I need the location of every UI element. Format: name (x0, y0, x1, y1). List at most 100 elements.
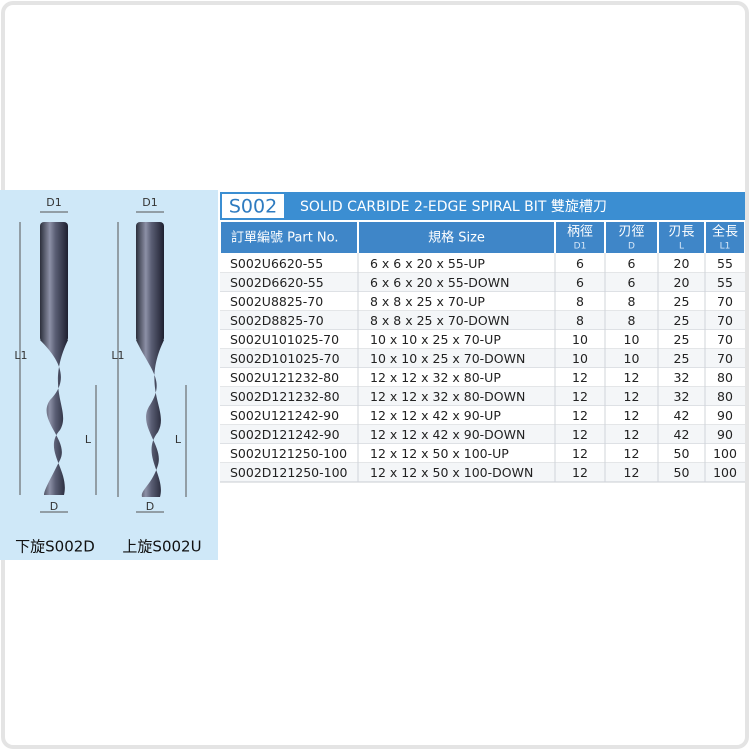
dim-label: L (85, 433, 92, 446)
cell: 12 (572, 389, 588, 404)
drill-left (40, 222, 68, 495)
cell: S002D8825-70 (230, 313, 324, 328)
title: SOLID CARBIDE 2-EDGE SPIRAL BIT 雙旋槽刀 (300, 199, 607, 215)
header-sub: D (628, 242, 635, 252)
cell: 70 (717, 313, 733, 328)
cell: S002U6620-55 (230, 256, 323, 271)
cell: 10 (572, 332, 588, 347)
cell: 100 (713, 446, 737, 461)
header-label: 規格 Size (428, 230, 485, 246)
cell: 12 (572, 370, 588, 385)
cell: 8 (576, 294, 584, 309)
header-cell (359, 222, 554, 253)
cell: 12 (624, 446, 640, 461)
header-label: 柄徑 (567, 225, 593, 240)
header-label: 全長 (712, 224, 738, 240)
cell: 12 x 12 x 50 x 100-DOWN (370, 465, 533, 480)
dimension-lines (19, 211, 187, 513)
cell: 90 (717, 427, 733, 442)
cell: 32 (674, 370, 690, 385)
row-bg (220, 406, 745, 425)
cell: 12 (624, 427, 640, 442)
cell: 12 x 12 x 50 x 100-UP (370, 446, 509, 461)
dim-label: D1 (46, 196, 61, 209)
code: S002 (229, 196, 277, 218)
cell: 12 (624, 465, 640, 480)
cell: S002U121232-80 (230, 370, 339, 385)
cell: 42 (674, 427, 690, 442)
dim-label: D1 (142, 196, 157, 209)
figure-panel (0, 190, 218, 560)
cell: 8 (628, 294, 636, 309)
cell: 25 (674, 351, 690, 366)
row-bg (220, 425, 745, 444)
cell: S002U8825-70 (230, 294, 323, 309)
cell: 12 x 12 x 32 x 80-DOWN (370, 389, 525, 404)
cell: S002D121250-100 (230, 465, 348, 480)
code-box (222, 194, 284, 218)
cell: 12 (572, 465, 588, 480)
cell: 32 (674, 389, 690, 404)
cell: 12 (572, 427, 588, 442)
cell: 70 (717, 294, 733, 309)
cell: 12 x 12 x 32 x 80-UP (370, 370, 501, 385)
row-bg (220, 387, 745, 406)
cell: 6 (576, 256, 584, 271)
cell: S002U101025-70 (230, 332, 339, 347)
cell: 10 (572, 351, 588, 366)
title-bar (220, 192, 745, 220)
row-bg (220, 444, 745, 463)
header-cell (221, 222, 357, 253)
cell: 12 x 12 x 42 x 90-DOWN (370, 427, 525, 442)
cell: 12 (624, 389, 640, 404)
cell: 80 (717, 370, 733, 385)
cell: 12 (572, 408, 588, 423)
caption: 上旋S002U (122, 538, 201, 556)
cell: 12 (624, 370, 640, 385)
cell: 90 (717, 408, 733, 423)
row-bg (220, 330, 745, 349)
cell: 25 (674, 332, 690, 347)
row-bg (220, 273, 745, 292)
header-label: 訂單編號 Part No. (231, 230, 339, 246)
header-sub: D1 (574, 242, 587, 252)
dim-label: L1 (14, 349, 27, 362)
row-bg (220, 254, 745, 273)
cell: 50 (674, 446, 690, 461)
cell: 12 x 12 x 42 x 90-UP (370, 408, 501, 423)
cell: S002D121232-80 (230, 389, 340, 404)
cell: 25 (674, 294, 690, 309)
row-bg (220, 463, 745, 482)
cell: 10 x 10 x 25 x 70-DOWN (370, 351, 525, 366)
cell: 10 (624, 332, 640, 347)
cell: 50 (674, 465, 690, 480)
cell: 12 (572, 446, 588, 461)
table: 訂單編號 Part No. 規格 Size 柄徑 D1 刃徑 D 刃長 L 全長 L1 S002U6… (220, 222, 745, 483)
cell: S002D101025-70 (230, 351, 340, 366)
dim-label: D (50, 500, 58, 513)
cell: 12 (624, 408, 640, 423)
cell: S002D121242-90 (230, 427, 340, 442)
cell: 6 (628, 256, 636, 271)
header-cell (606, 222, 657, 253)
cell: 100 (713, 465, 737, 480)
row-bg (220, 292, 745, 311)
row-bg (220, 368, 745, 387)
header-cell (706, 222, 744, 253)
dim-label: L1 (111, 349, 124, 362)
cell: 6 x 6 x 20 x 55-DOWN (370, 275, 509, 290)
cell: S002U121250-100 (230, 446, 347, 461)
header-cell (659, 222, 704, 253)
cell: 10 x 10 x 25 x 70-UP (370, 332, 501, 347)
dim-label: D (146, 500, 154, 513)
header-label: 刃徑 (618, 225, 644, 240)
drill-right (136, 222, 164, 497)
cell: 20 (674, 256, 690, 271)
cell: 70 (717, 332, 733, 347)
cell: 6 (628, 275, 636, 290)
cell: S002U121242-90 (230, 408, 339, 423)
header-sub: L (679, 242, 684, 252)
header-sub: L1 (720, 242, 731, 252)
